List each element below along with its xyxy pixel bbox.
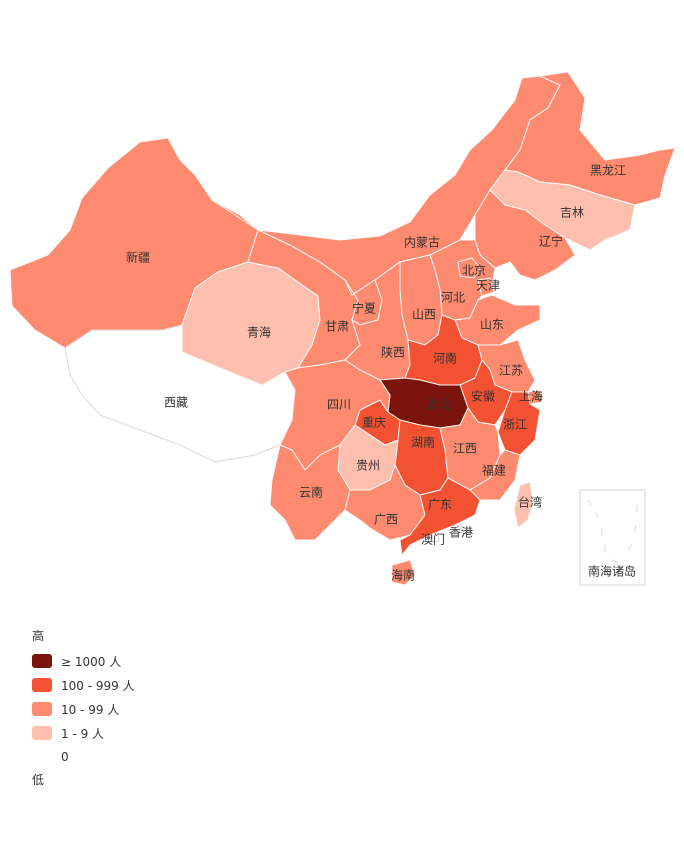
label-xizang: 西藏: [164, 396, 188, 410]
region-guangdong[interactable]: [399, 477, 481, 557]
legend-low-label: 低: [32, 773, 45, 787]
legend-item-label: 1 - 9 人: [61, 726, 105, 741]
label-hubei: 湖北: [427, 397, 451, 412]
legend-item[interactable]: 1 - 9 人: [32, 721, 172, 745]
legend-swatch: [32, 654, 52, 668]
label-sichuan: 四川: [327, 398, 351, 412]
nanhai-islands-dashes: [587, 499, 639, 564]
legend-item-label: 0: [61, 750, 69, 764]
label-shanghai: 上海: [519, 389, 543, 404]
label-jiangsu: 江苏: [499, 364, 523, 378]
label-shanxi: 山西: [412, 308, 436, 322]
region-zhejiang[interactable]: [497, 391, 541, 456]
label-yunnan: 云南: [299, 485, 323, 500]
region-hainan[interactable]: [391, 559, 416, 586]
label-hongkong: 香港: [449, 526, 473, 540]
label-taiwan: 台湾: [518, 495, 542, 510]
label-xinjiang: 新疆: [126, 250, 150, 265]
label-shaanxi: 陕西: [381, 345, 405, 360]
legend-item-label: 100 - 999 人: [61, 678, 135, 693]
label-neimenggu: 内蒙古: [404, 235, 440, 250]
label-jiangxi: 江西: [453, 442, 477, 456]
legend-swatch: [32, 750, 52, 764]
label-chongqing: 重庆: [362, 416, 386, 430]
legend-swatch: [32, 726, 52, 740]
legend-item-label: 10 - 99 人: [61, 702, 120, 717]
label-henan: 河南: [433, 351, 457, 366]
region-beijing[interactable]: [457, 257, 481, 279]
label-fujian: 福建: [482, 463, 506, 478]
legend-item-label: ≥ 1000 人: [61, 654, 122, 669]
legend-item[interactable]: ≥ 1000 人: [32, 649, 172, 673]
label-jilin: 吉林: [560, 206, 584, 220]
region-hongkong[interactable]: [451, 523, 463, 535]
label-hainan: 海南: [391, 568, 415, 583]
region-jiangxi[interactable]: [439, 407, 501, 491]
region-tianjin[interactable]: [477, 277, 495, 297]
label-qinghai: 青海: [247, 325, 271, 340]
legend-item[interactable]: 100 - 999 人: [32, 673, 172, 697]
region-nanhai[interactable]: [579, 489, 646, 586]
label-hebei: 河北: [441, 291, 465, 305]
label-guangdong: 广东: [428, 498, 452, 512]
label-beijing: 北京: [462, 264, 486, 278]
label-guangxi: 广西: [374, 513, 398, 527]
legend-swatch: [32, 678, 52, 692]
label-shandong: 山东: [480, 318, 504, 332]
region-taiwan[interactable]: [513, 481, 534, 529]
legend: 高 ≥ 1000 人 100 - 999 人 10 - 99 人 1 - 9 人…: [32, 627, 172, 789]
label-ningxia: 宁夏: [352, 301, 376, 316]
label-guizhou: 贵州: [356, 459, 380, 473]
label-anhui: 安徽: [471, 389, 495, 404]
legend-high-label: 高: [32, 629, 45, 643]
label-liaoning: 辽宁: [539, 234, 563, 249]
region-macau[interactable]: [431, 534, 440, 543]
legend-swatch: [32, 702, 52, 716]
label-nanhai: 南海诸岛: [588, 564, 636, 579]
legend-item[interactable]: 0: [32, 745, 172, 769]
label-heilongjiang: 黑龙江: [590, 164, 626, 178]
label-zhejiang: 浙江: [503, 418, 527, 432]
label-macau: 澳门: [421, 532, 445, 547]
label-gansu: 甘肃: [325, 320, 349, 334]
province-labels: 新疆 西藏 青海 甘肃 宁夏 内蒙古 黑龙江 吉林 辽宁 北京 天津 河北 山西…: [126, 164, 636, 583]
label-tianjin: 天津: [476, 279, 500, 293]
label-hunan: 湖南: [411, 435, 435, 450]
legend-item[interactable]: 10 - 99 人: [32, 697, 172, 721]
